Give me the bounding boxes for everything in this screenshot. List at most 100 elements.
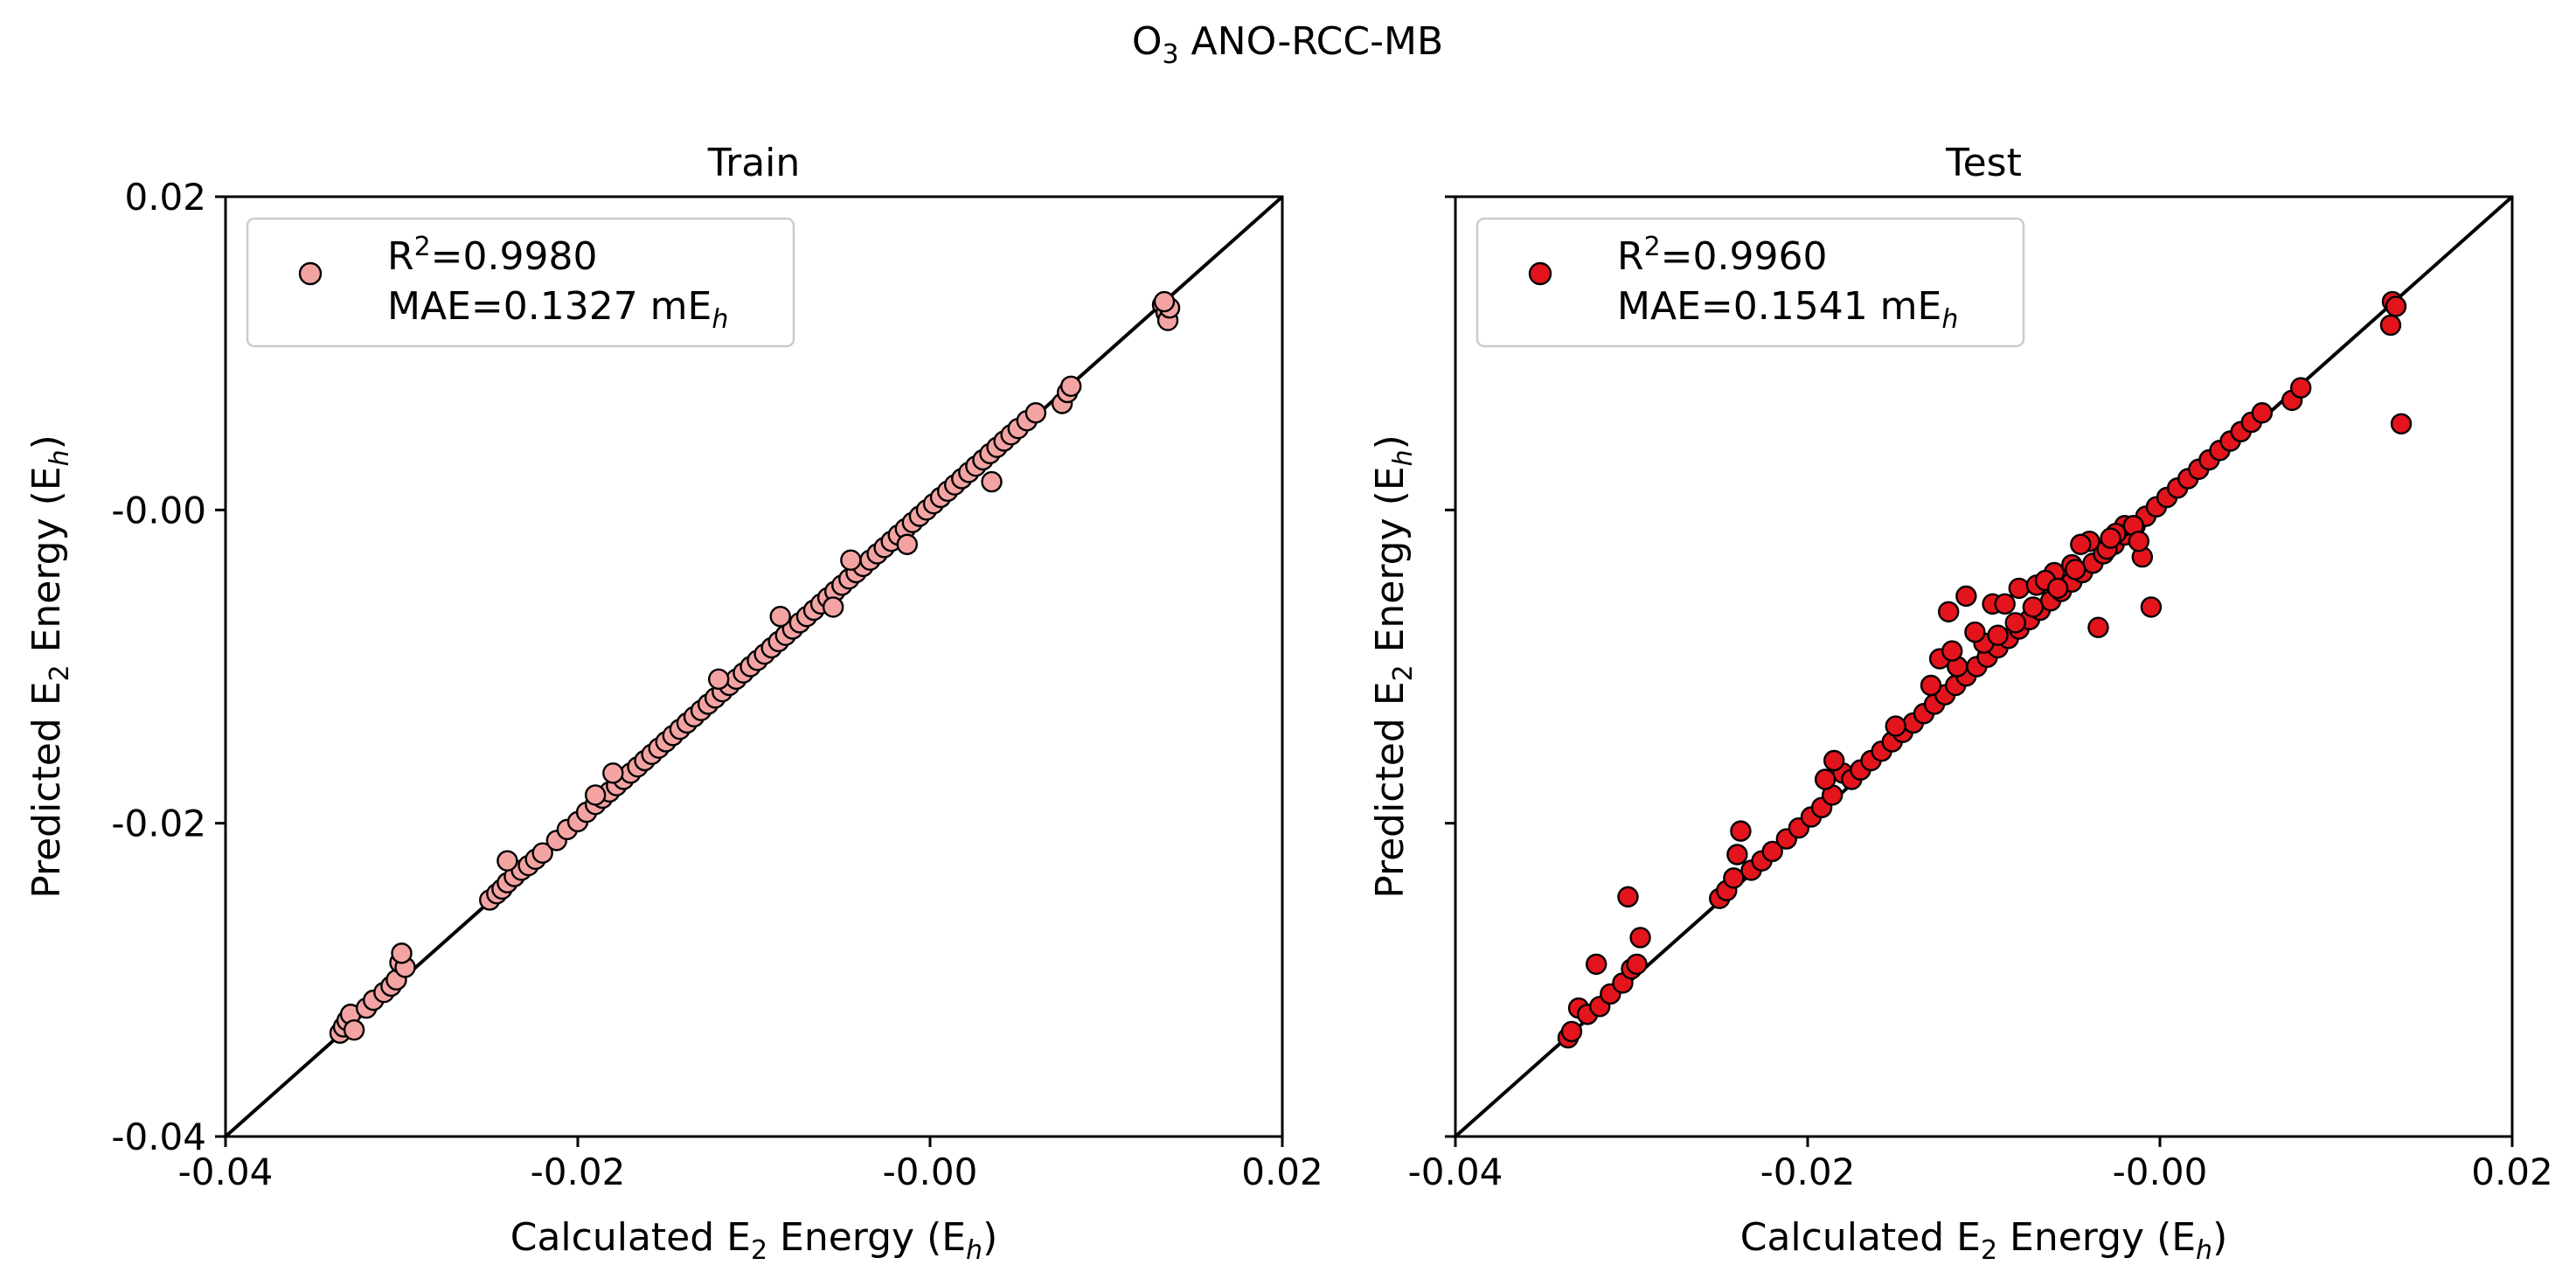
legend-box: [246, 217, 795, 348]
figure-title-rest: ANO-RCC-MB: [1179, 19, 1444, 64]
data-point: [2087, 616, 2109, 638]
data-point: [602, 762, 624, 784]
y-tick-label: 0.02: [124, 176, 206, 219]
x-axis-label: Calculated E2 Energy (Eh): [1740, 1215, 2227, 1266]
data-point: [2004, 612, 2026, 634]
data-point: [1617, 886, 1639, 908]
data-point: [2065, 559, 2086, 580]
legend-r2: R2=0.9960: [1617, 232, 1828, 279]
figure-title: O3 ANO-RCC-MB: [1132, 19, 1443, 70]
legend-r2-text: R: [387, 234, 414, 279]
y-label-text: Energy (E: [24, 466, 69, 664]
scatter-points: [1557, 290, 2413, 1049]
x-label-text: Energy (E: [767, 1215, 966, 1260]
data-point: [1726, 844, 1748, 865]
x-tick-label: -0.04: [1408, 1150, 1503, 1193]
x-label-text: Calculated E: [1740, 1215, 1981, 1260]
x-label-sub: 2: [751, 1235, 767, 1266]
data-point: [1629, 927, 1651, 949]
data-point: [2046, 577, 2069, 600]
data-point: [1153, 290, 1176, 313]
x-label-sub: h: [2196, 1235, 2212, 1266]
figure-title-main: O: [1132, 19, 1163, 64]
data-point: [584, 784, 607, 806]
y-tick-label: -0.04: [111, 1116, 206, 1158]
data-point: [840, 549, 862, 571]
x-tick-label: 0.02: [2471, 1150, 2553, 1193]
data-point: [1761, 840, 1783, 863]
axes-frame: [224, 195, 1284, 1138]
x-tick-label: 0.02: [1241, 1150, 1323, 1193]
data-point: [1823, 749, 1845, 772]
y-label-sub: h: [45, 449, 75, 466]
data-point: [896, 533, 919, 555]
x-label-text: Energy (E: [1997, 1215, 2196, 1260]
panel-title: Train: [707, 141, 801, 185]
y-tick-label: -0.00: [111, 489, 206, 532]
x-axis-label: Calculated E2 Energy (Eh): [510, 1215, 997, 1266]
x-tick-label: -0.00: [2113, 1150, 2208, 1193]
data-point: [822, 596, 844, 618]
scatter-points: [329, 290, 1181, 1044]
data-point: [1994, 593, 2016, 615]
data-point: [2289, 377, 2312, 399]
data-point: [1730, 820, 1752, 842]
y-label-sub: 2: [45, 664, 75, 681]
data-point: [1560, 1020, 1583, 1043]
legend-marker: [298, 261, 323, 286]
data-point: [1920, 674, 1942, 697]
data-point: [1987, 624, 2009, 646]
data-point: [1585, 953, 1607, 976]
data-point: [708, 668, 730, 691]
figure-title-sub: 3: [1162, 39, 1178, 70]
legend-mae-sub: h: [1941, 304, 1958, 335]
legend-marker: [1528, 261, 1552, 286]
data-point: [2390, 413, 2413, 434]
data-point: [2251, 402, 2274, 424]
panel-train: Train -0.04-0.04 -0.02 -0.02 -0.00 -0.00 0.02 0…: [24, 141, 1323, 1266]
panel-title: Test: [1945, 141, 2022, 185]
legend-r2: R2=0.9980: [387, 232, 598, 279]
data-point: [1024, 402, 1047, 424]
y-label-text: ): [1368, 434, 1413, 449]
data-point: [2070, 533, 2092, 555]
data-point: [2022, 596, 2045, 618]
legend-r2-text: R: [1617, 234, 1644, 279]
data-point: [1626, 953, 1648, 976]
legend-r2-value: =0.9960: [1661, 234, 1828, 279]
data-point: [2379, 314, 2402, 337]
legend-mae-sub: h: [712, 304, 728, 335]
data-point: [391, 942, 413, 964]
x-tick-label: -0.02: [1760, 1150, 1856, 1193]
data-point: [1964, 621, 1986, 643]
legend-mae: MAE=0.1327 mEh: [387, 284, 728, 335]
data-point: [496, 850, 518, 872]
legend: R2=0.9960 MAE=0.1541 mEh: [1475, 217, 2025, 348]
x-tick-label: -0.00: [883, 1150, 978, 1193]
legend-mae: MAE=0.1541 mEh: [1617, 284, 1958, 335]
data-point: [1059, 375, 1082, 397]
data-point: [1941, 640, 1963, 662]
data-point: [2100, 527, 2121, 549]
data-point: [981, 470, 1003, 493]
x-label-text: ): [982, 1215, 997, 1260]
data-point: [2140, 596, 2163, 618]
data-point: [343, 1018, 365, 1041]
legend-box: [1475, 217, 2025, 348]
y-axis-label: Predicted E2 Energy (Eh): [1368, 434, 1419, 899]
data-point: [531, 842, 553, 864]
y-axis-label: Predicted E2 Energy (Eh): [24, 434, 75, 899]
y-label-text: Predicted E: [1368, 681, 1413, 898]
legend-r2-sup: 2: [1644, 232, 1661, 262]
legend: R2=0.9980 MAE=0.1327 mEh: [246, 217, 795, 348]
legend-mae-text: MAE=0.1327 mE: [387, 284, 712, 329]
y-label-text: ): [24, 434, 69, 449]
y-label-text: Predicted E: [24, 681, 69, 898]
x-tick-label: -0.04: [178, 1150, 274, 1193]
legend-r2-value: =0.9980: [431, 234, 598, 279]
data-point: [1814, 768, 1837, 790]
y-tick-label: -0.02: [111, 803, 206, 845]
legend-r2-sup: 2: [414, 232, 431, 262]
